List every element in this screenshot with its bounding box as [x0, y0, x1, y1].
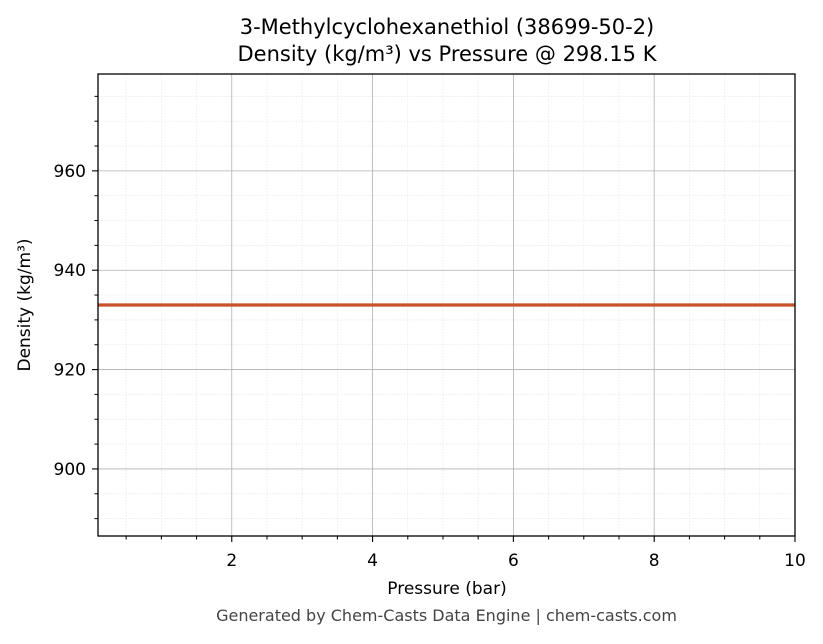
y-tick-label: 960	[54, 162, 86, 182]
x-tick-label: 10	[784, 551, 806, 571]
x-tick-label: 6	[508, 551, 519, 571]
y-tick-label: 920	[54, 361, 86, 381]
plot-frame	[97, 73, 796, 537]
x-tick-label: 4	[367, 551, 378, 571]
x-tick-labels: 2 4 6 8 10	[226, 551, 805, 571]
chart-title: 3-Methylcyclohexanethiol (38699-50-2)	[240, 15, 655, 39]
x-tick-label: 8	[649, 551, 660, 571]
y-tick-label: 940	[54, 261, 86, 281]
x-axis-label: Pressure (bar)	[387, 579, 506, 599]
y-axis-label: Density (kg/m³)	[15, 238, 35, 371]
y-tick-label: 900	[54, 460, 86, 480]
footer-credit: Generated by Chem-Casts Data Engine | ch…	[216, 606, 677, 625]
x-tick-label: 2	[226, 551, 237, 571]
chart-subtitle: Density (kg/m³) vs Pressure @ 298.15 K	[237, 42, 657, 66]
y-tick-labels: 900 920 940 960	[54, 162, 86, 480]
